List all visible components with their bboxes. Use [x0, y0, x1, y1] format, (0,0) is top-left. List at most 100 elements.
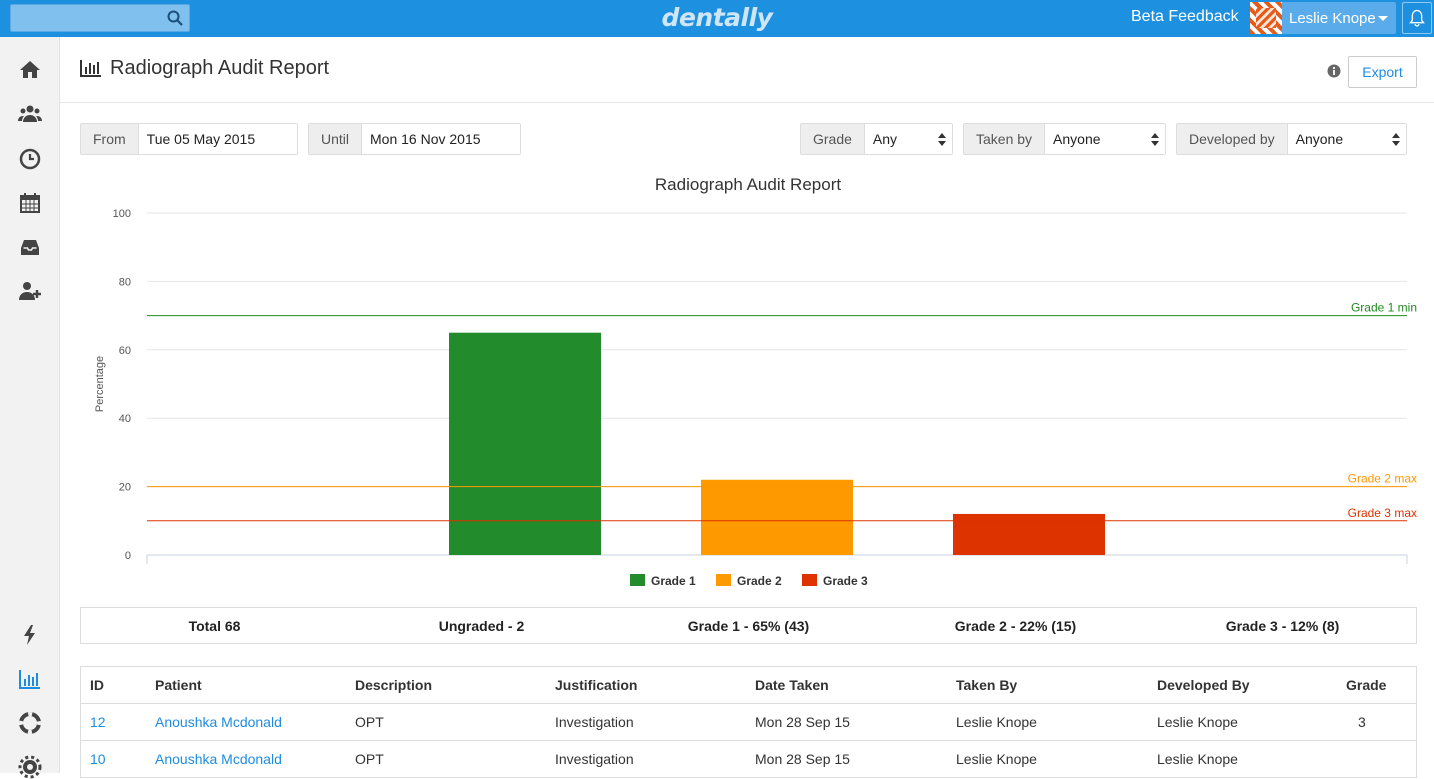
y-tick-label: 40: [119, 413, 131, 425]
lightning-icon[interactable]: [18, 623, 42, 647]
select-arrows-icon: [1151, 133, 1159, 146]
table-row: 10 Anoushka Mcdonald OPT Investigation M…: [81, 741, 1416, 778]
legend-swatch: [716, 574, 731, 586]
row-date-taken: Mon 28 Sep 15: [755, 751, 850, 767]
calendar-icon[interactable]: [18, 191, 42, 215]
summary-ungraded: Ungraded - 2: [438, 618, 525, 634]
chart-title: Radiograph Audit Report: [654, 175, 842, 194]
col-date-taken[interactable]: Date Taken: [755, 677, 829, 693]
bar-grade-1: [449, 332, 601, 555]
from-date-input[interactable]: Tue 05 May 2015: [138, 124, 297, 154]
legend-label: Grade 2: [737, 574, 782, 588]
bar-chart-icon: [80, 60, 101, 77]
lifebuoy-icon[interactable]: [18, 711, 42, 735]
until-date-filter: Until Mon 16 Nov 2015: [308, 123, 521, 155]
col-id[interactable]: ID: [90, 677, 104, 693]
clock-icon[interactable]: [18, 147, 42, 171]
row-developed-by: Leslie Knope: [1157, 714, 1238, 730]
legend-swatch: [802, 574, 817, 586]
until-date-input[interactable]: Mon 16 Nov 2015: [362, 124, 520, 154]
developed-by-select-value: Anyone: [1295, 131, 1344, 147]
row-justification: Investigation: [555, 751, 634, 767]
developed-by-label: Developed by: [1177, 124, 1288, 154]
page-header: Radiograph Audit Report Export: [60, 37, 1434, 103]
patient-link[interactable]: Anoushka Mcdonald: [155, 714, 282, 730]
legend-swatch: [630, 574, 645, 586]
grade-label: Grade: [801, 124, 865, 154]
reference-line-label: Grade 2 max: [1348, 472, 1417, 486]
bar-chart-icon[interactable]: [18, 667, 42, 691]
chevron-down-icon: [1378, 16, 1388, 21]
beta-feedback-link[interactable]: Beta Feedback: [1131, 8, 1239, 25]
summary-grade2: Grade 2 - 22% (15): [954, 618, 1077, 634]
row-grade: 3: [1358, 714, 1366, 730]
inbox-icon[interactable]: [18, 235, 42, 259]
y-tick-label: 60: [119, 345, 131, 357]
row-date-taken: Mon 28 Sep 15: [755, 714, 850, 730]
bar-grade-2: [701, 479, 853, 555]
table-header-row: ID Patient Description Justification Dat…: [81, 667, 1416, 704]
bar-grade-3: [953, 513, 1105, 555]
col-description[interactable]: Description: [355, 677, 433, 693]
row-description: OPT: [355, 751, 384, 767]
y-tick-label: 100: [113, 208, 131, 220]
summary-bar: Total 68 Ungraded - 2 Grade 1 - 65% (43)…: [80, 607, 1417, 644]
summary-grade1: Grade 1 - 65% (43): [687, 618, 810, 634]
from-date-filter: From Tue 05 May 2015: [80, 123, 298, 155]
row-taken-by: Leslie Knope: [956, 751, 1037, 767]
page-title: Radiograph Audit Report: [110, 57, 330, 79]
taken-by-filter: Taken by Anyone: [963, 123, 1166, 155]
home-icon[interactable]: [18, 58, 42, 82]
col-patient[interactable]: Patient: [155, 677, 202, 693]
y-tick-label: 0: [125, 550, 131, 562]
summary-grade3: Grade 3 - 12% (8): [1225, 618, 1340, 634]
chart-svg: 0 20 40 60 80 100 Percentage Grade 1 min Grade 2…: [94, 208, 1417, 588]
developed-by-select[interactable]: Anyone: [1287, 124, 1406, 154]
row-id-link[interactable]: 10: [90, 751, 106, 767]
bell-icon: [1409, 9, 1425, 27]
gear-icon[interactable]: [18, 755, 42, 779]
search-input[interactable]: [10, 4, 190, 32]
radiograph-chart: Radiograph Audit Report 0 20 40 60 80 100 Perc…: [80, 168, 1430, 600]
grade-filter: Grade Any: [800, 123, 953, 155]
col-justification[interactable]: Justification: [555, 677, 638, 693]
info-icon[interactable]: [1327, 64, 1341, 78]
taken-by-select[interactable]: Anyone: [1045, 124, 1165, 154]
row-developed-by: Leslie Knope: [1157, 751, 1238, 767]
add-user-icon[interactable]: [18, 279, 42, 303]
from-label: From: [81, 124, 139, 154]
developed-by-filter: Developed by Anyone: [1176, 123, 1407, 155]
col-developed-by[interactable]: Developed By: [1157, 677, 1250, 693]
col-taken-by[interactable]: Taken By: [956, 677, 1018, 693]
users-icon[interactable]: [18, 102, 42, 126]
notifications-button[interactable]: [1402, 2, 1432, 34]
radiograph-table: ID Patient Description Justification Dat…: [80, 666, 1417, 778]
select-arrows-icon: [1392, 133, 1400, 146]
user-name: Leslie Knope: [1289, 10, 1376, 27]
summary-total: Total 68: [188, 618, 241, 634]
until-label: Until: [309, 124, 363, 154]
search-icon[interactable]: [167, 10, 183, 26]
patient-link[interactable]: Anoushka Mcdonald: [155, 751, 282, 767]
user-menu[interactable]: Leslie Knope: [1250, 2, 1396, 34]
col-grade[interactable]: Grade: [1346, 677, 1387, 693]
table-row: 12 Anoushka Mcdonald OPT Investigation M…: [81, 704, 1416, 741]
row-justification: Investigation: [555, 714, 634, 730]
reference-line-label: Grade 3 max: [1348, 506, 1417, 520]
sidebar: [0, 37, 60, 779]
row-id-link[interactable]: 12: [90, 714, 106, 730]
avatar: [1250, 2, 1282, 34]
legend-label: Grade 1: [651, 574, 696, 588]
grade-select-value: Any: [872, 131, 898, 147]
y-axis-label: Percentage: [94, 356, 106, 412]
export-button[interactable]: Export: [1348, 56, 1417, 88]
select-arrows-icon: [938, 133, 946, 146]
taken-by-select-value: Anyone: [1053, 131, 1101, 147]
y-tick-label: 80: [119, 276, 131, 288]
row-description: OPT: [355, 714, 384, 730]
legend-label: Grade 3: [823, 574, 868, 588]
reference-line-label: Grade 1 min: [1351, 301, 1417, 315]
grade-select[interactable]: Any: [864, 124, 952, 154]
top-bar: dentally Beta Feedback Leslie Knope: [0, 0, 1434, 37]
y-tick-label: 20: [119, 482, 131, 494]
